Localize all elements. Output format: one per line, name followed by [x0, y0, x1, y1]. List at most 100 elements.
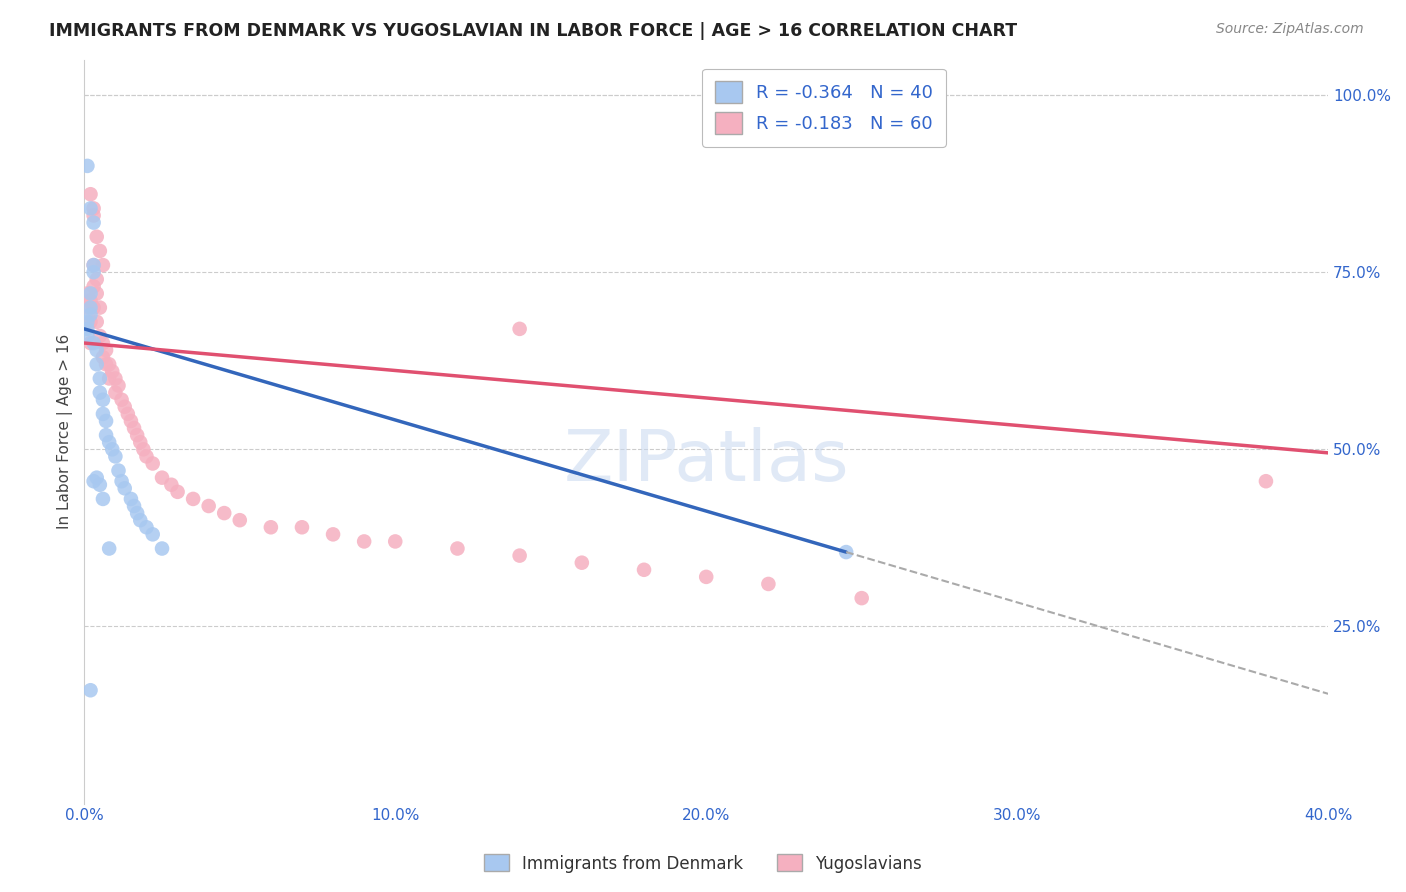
Point [633, 563, 655, 577]
Point [91, 407, 114, 421]
Point [94, 414, 117, 428]
Point [851, 591, 873, 606]
Legend: R = -0.364   N = 40, R = -0.183   N = 60: R = -0.364 N = 40, R = -0.183 N = 60 [702, 69, 946, 147]
Point [120, 414, 142, 428]
Point [91, 392, 114, 407]
Text: Source: ZipAtlas.com: Source: ZipAtlas.com [1216, 22, 1364, 37]
Point [117, 407, 139, 421]
Point [76, 329, 98, 343]
Point [79, 293, 101, 308]
Point [142, 527, 165, 541]
Point [94, 428, 117, 442]
Point [83, 336, 105, 351]
Point [83, 279, 105, 293]
Point [76, 322, 98, 336]
Point [132, 442, 155, 457]
Point [212, 506, 235, 520]
Point [150, 471, 173, 485]
Point [104, 385, 127, 400]
Text: IMMIGRANTS FROM DENMARK VS YUGOSLAVIAN IN LABOR FORCE | AGE > 16 CORRELATION CHA: IMMIGRANTS FROM DENMARK VS YUGOSLAVIAN I… [49, 22, 1018, 40]
Point [107, 464, 129, 478]
Point [101, 364, 124, 378]
Point [86, 471, 108, 485]
Point [107, 378, 129, 392]
Point [166, 484, 188, 499]
Point [135, 450, 157, 464]
Point [76, 301, 98, 315]
Point [76, 159, 98, 173]
Point [160, 477, 183, 491]
Point [122, 499, 145, 513]
Point [110, 392, 132, 407]
Legend: Immigrants from Denmark, Yugoslavians: Immigrants from Denmark, Yugoslavians [478, 847, 928, 880]
Point [104, 371, 127, 385]
Point [142, 457, 165, 471]
Point [94, 343, 117, 358]
Point [79, 286, 101, 301]
Point [79, 202, 101, 216]
Point [83, 202, 105, 216]
Point [122, 421, 145, 435]
Text: ZIPatlas: ZIPatlas [564, 427, 849, 496]
Point [114, 481, 136, 495]
Point [79, 308, 101, 322]
Point [79, 336, 101, 351]
Point [83, 474, 105, 488]
Point [758, 577, 780, 591]
Point [86, 286, 108, 301]
Point [98, 435, 121, 450]
Point [114, 400, 136, 414]
Point [86, 272, 108, 286]
Point [129, 435, 152, 450]
Point [79, 301, 101, 315]
Point [695, 570, 717, 584]
Point [150, 541, 173, 556]
Point [89, 371, 111, 385]
Point [83, 265, 105, 279]
Point [76, 286, 98, 301]
Point [86, 229, 108, 244]
Point [76, 315, 98, 329]
Point [229, 513, 252, 527]
Y-axis label: In Labor Force | Age > 16: In Labor Force | Age > 16 [58, 334, 73, 529]
Point [120, 491, 142, 506]
Point [260, 520, 283, 534]
Point [322, 527, 344, 541]
Point [79, 683, 101, 698]
Point [86, 343, 108, 358]
Point [89, 244, 111, 258]
Point [86, 357, 108, 371]
Point [127, 428, 149, 442]
Point [291, 520, 314, 534]
Point [83, 216, 105, 230]
Point [89, 301, 111, 315]
Point [101, 442, 124, 457]
Point [835, 545, 858, 559]
Point [129, 513, 152, 527]
Point [89, 329, 111, 343]
Point [83, 258, 105, 272]
Point [384, 534, 406, 549]
Point [83, 258, 105, 272]
Point [83, 301, 105, 315]
Point [83, 209, 105, 223]
Point [91, 336, 114, 351]
Point [98, 541, 121, 556]
Point [94, 357, 117, 371]
Point [110, 474, 132, 488]
Point [79, 315, 101, 329]
Point [197, 499, 219, 513]
Point [104, 450, 127, 464]
Point [91, 258, 114, 272]
Point [509, 549, 531, 563]
Point [509, 322, 531, 336]
Point [135, 520, 157, 534]
Point [89, 477, 111, 491]
Point [1254, 474, 1277, 488]
Point [127, 506, 149, 520]
Point [181, 491, 204, 506]
Point [446, 541, 468, 556]
Point [98, 357, 121, 371]
Point [86, 315, 108, 329]
Point [89, 385, 111, 400]
